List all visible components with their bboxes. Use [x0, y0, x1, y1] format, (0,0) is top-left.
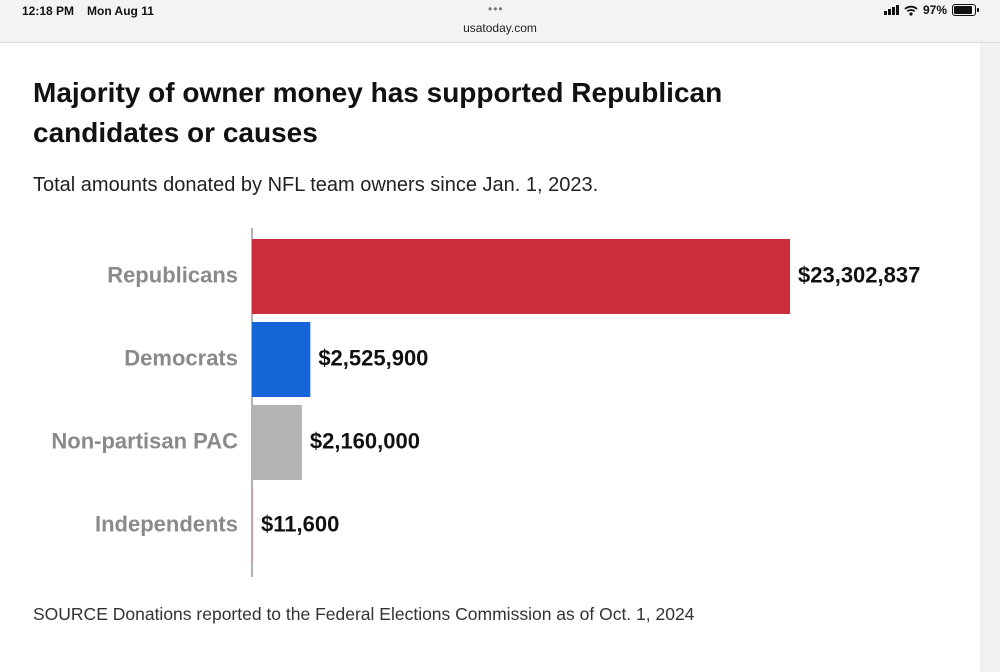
cellular-signal-icon	[883, 5, 899, 15]
more-dots-icon[interactable]: •••	[488, 2, 504, 16]
address-bar-url[interactable]: usatoday.com	[463, 21, 537, 35]
category-label-independents: Independents	[95, 511, 238, 536]
bar-republicans	[252, 239, 790, 314]
wifi-icon	[904, 5, 918, 16]
article-chart-card: Majority of owner money has supported Re…	[0, 43, 980, 672]
status-time: 12:18 PM	[22, 4, 75, 18]
value-label-democrats: $2,525,900	[318, 345, 428, 370]
chart-title: Majority of owner money has supported Re…	[33, 77, 723, 148]
category-label-republicans: Republicans	[107, 262, 238, 287]
chart-source: SOURCE Donations reported to the Federal…	[33, 604, 695, 624]
value-label-republicans: $23,302,837	[798, 262, 920, 287]
chart-subtitle: Total amounts donated by NFL team owners…	[33, 174, 599, 196]
status-indicators: 97%	[883, 3, 979, 17]
value-label-independents: $11,600	[261, 511, 339, 536]
bar-democrats	[252, 322, 311, 397]
status-bar: 12:18 PM Mon Aug 11 ••• usatoday.com 97%	[0, 0, 1000, 43]
bar-chart: Republicans $23,302,837 Democrats $2,525,90…	[51, 228, 920, 577]
bar-independents	[252, 488, 253, 563]
category-label-non-partisan-pac: Non-partisan PAC	[51, 428, 238, 453]
battery-icon	[952, 4, 979, 16]
status-date: Mon Aug 11	[87, 4, 154, 18]
bar-non-partisan-pac	[252, 405, 302, 480]
value-label-non-partisan-pac: $2,160,000	[310, 428, 420, 453]
category-label-democrats: Democrats	[124, 345, 238, 370]
battery-percent: 97%	[922, 3, 947, 17]
